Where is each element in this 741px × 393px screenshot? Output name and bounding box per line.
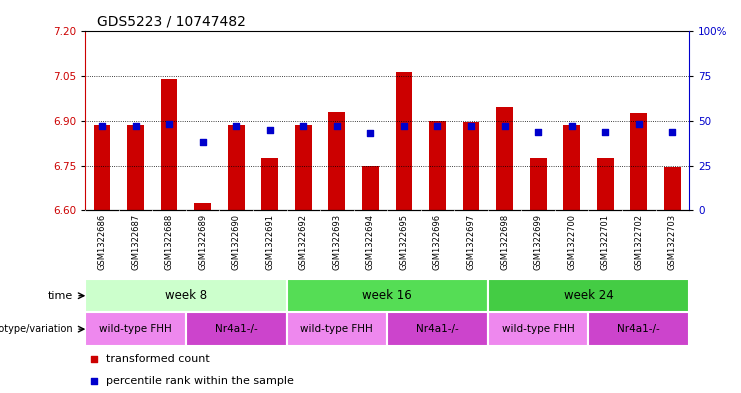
Bar	[496, 107, 513, 210]
Text: GSM1322694: GSM1322694	[366, 214, 375, 270]
Text: GSM1322702: GSM1322702	[634, 214, 643, 270]
Bar	[563, 125, 580, 210]
Bar	[396, 72, 412, 210]
Point	[230, 123, 242, 129]
Bar	[362, 165, 379, 210]
Text: genotype/variation: genotype/variation	[0, 324, 73, 334]
Bar	[631, 114, 647, 210]
Point	[465, 123, 477, 129]
Text: GSM1322701: GSM1322701	[601, 214, 610, 270]
Text: Nr4a1-/-: Nr4a1-/-	[215, 324, 258, 334]
Point	[431, 123, 443, 129]
Point	[365, 130, 376, 136]
Text: Nr4a1-/-: Nr4a1-/-	[416, 324, 459, 334]
Text: wild-type FHH: wild-type FHH	[99, 324, 172, 334]
Point	[532, 129, 544, 135]
Point	[130, 123, 142, 129]
Text: GSM1322689: GSM1322689	[198, 214, 207, 270]
Text: week 16: week 16	[362, 289, 412, 302]
Text: GSM1322693: GSM1322693	[333, 214, 342, 270]
Text: time: time	[48, 291, 73, 301]
Bar	[488, 312, 588, 346]
Bar	[295, 125, 312, 210]
Point	[196, 139, 208, 145]
Bar	[588, 312, 689, 346]
Bar	[597, 158, 614, 210]
Point	[297, 123, 309, 129]
Bar	[161, 79, 178, 210]
Text: GSM1322695: GSM1322695	[399, 214, 408, 270]
Text: wild-type FHH: wild-type FHH	[502, 324, 574, 334]
Text: GSM1322698: GSM1322698	[500, 214, 509, 270]
Text: GSM1322700: GSM1322700	[567, 214, 576, 270]
Point	[88, 356, 100, 362]
Bar	[186, 312, 287, 346]
Text: week 24: week 24	[564, 289, 614, 302]
Text: GSM1322691: GSM1322691	[265, 214, 274, 270]
Bar	[127, 125, 144, 210]
Text: GSM1322697: GSM1322697	[467, 214, 476, 270]
Bar	[85, 279, 287, 312]
Text: transformed count: transformed count	[107, 354, 210, 364]
Bar	[664, 167, 681, 210]
Point	[599, 129, 611, 135]
Text: GSM1322696: GSM1322696	[433, 214, 442, 270]
Point	[666, 129, 678, 135]
Bar	[227, 125, 245, 210]
Bar	[328, 112, 345, 210]
Bar	[262, 158, 278, 210]
Point	[566, 123, 578, 129]
Point	[264, 127, 276, 133]
Text: GSM1322699: GSM1322699	[534, 214, 542, 270]
Bar	[85, 312, 186, 346]
Point	[398, 123, 410, 129]
Bar	[429, 121, 446, 210]
Bar	[530, 158, 547, 210]
Text: GSM1322688: GSM1322688	[165, 214, 173, 270]
Bar	[93, 125, 110, 210]
Text: wild-type FHH: wild-type FHH	[300, 324, 373, 334]
Bar	[462, 122, 479, 210]
Text: percentile rank within the sample: percentile rank within the sample	[107, 376, 294, 386]
Text: GSM1322690: GSM1322690	[232, 214, 241, 270]
Text: GSM1322687: GSM1322687	[131, 214, 140, 270]
Text: Nr4a1-/-: Nr4a1-/-	[617, 324, 660, 334]
Text: GSM1322703: GSM1322703	[668, 214, 677, 270]
Bar	[287, 279, 488, 312]
Bar	[488, 279, 689, 312]
Text: GDS5223 / 10747482: GDS5223 / 10747482	[97, 15, 246, 29]
Point	[331, 123, 343, 129]
Text: GSM1322692: GSM1322692	[299, 214, 308, 270]
Bar	[194, 203, 211, 210]
Point	[96, 123, 108, 129]
Bar	[387, 312, 488, 346]
Point	[499, 123, 511, 129]
Text: week 8: week 8	[165, 289, 207, 302]
Bar	[287, 312, 387, 346]
Text: GSM1322686: GSM1322686	[98, 214, 107, 270]
Point	[633, 121, 645, 128]
Point	[163, 121, 175, 128]
Point	[88, 378, 100, 384]
